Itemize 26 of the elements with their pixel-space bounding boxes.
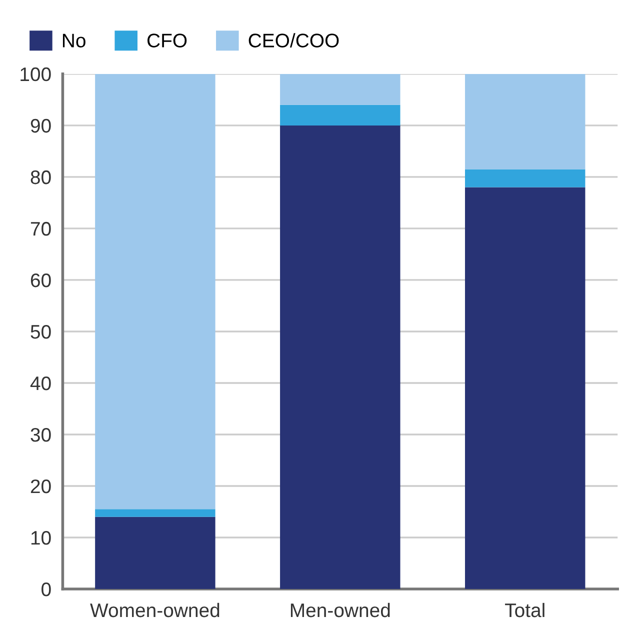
y-tick-label: 40 [30,376,51,390]
y-tick-label: 30 [30,428,51,442]
bar [95,516,216,590]
bar [95,74,216,510]
y-tick-label: 90 [30,118,51,133]
y-tick-label: 20 [30,479,51,494]
bar [95,509,216,517]
y-tick-label: 60 [30,273,51,288]
bar [465,74,586,170]
legend-label: No [62,34,86,48]
y-tick-label: 100 [20,67,51,82]
bar [465,169,586,188]
bar [280,104,400,126]
legend-label: CFO [147,34,187,48]
y-tick-label: 10 [31,530,51,545]
y-tick-label: 50 [30,324,51,339]
y-tick-label: 0 [42,582,51,596]
x-tick-label: Men-owned [290,602,390,618]
bar [280,74,400,105]
legend-label: CEO/COO [248,33,339,48]
y-tick-label: 80 [30,170,51,184]
y-tick-label: 70 [30,222,51,236]
bar [280,125,400,590]
x-tick-label: Women-owned [90,602,220,618]
x-tick-label: Total [505,602,544,618]
bar [465,187,586,590]
